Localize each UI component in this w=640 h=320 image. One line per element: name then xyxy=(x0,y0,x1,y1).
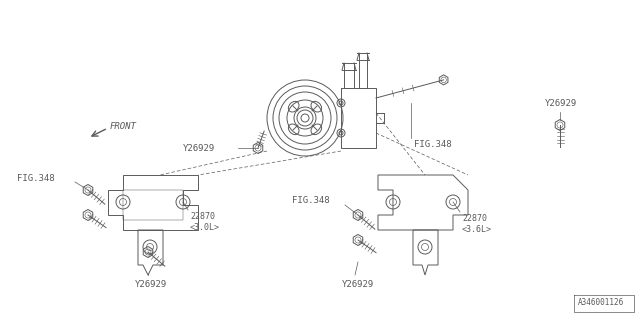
Text: Y26929: Y26929 xyxy=(183,143,215,153)
Text: FRONT: FRONT xyxy=(110,122,137,131)
Text: FIG.348: FIG.348 xyxy=(292,196,330,204)
Text: Y26929: Y26929 xyxy=(545,99,577,108)
Text: A346001126: A346001126 xyxy=(578,298,624,307)
Text: Y26929: Y26929 xyxy=(135,280,167,289)
Text: 22870
<3.0L>: 22870 <3.0L> xyxy=(190,212,220,232)
Text: FIG.348: FIG.348 xyxy=(414,140,452,149)
Text: 22870
<3.6L>: 22870 <3.6L> xyxy=(462,214,492,234)
Text: FIG.348: FIG.348 xyxy=(17,173,55,182)
Text: Y26929: Y26929 xyxy=(342,280,374,289)
